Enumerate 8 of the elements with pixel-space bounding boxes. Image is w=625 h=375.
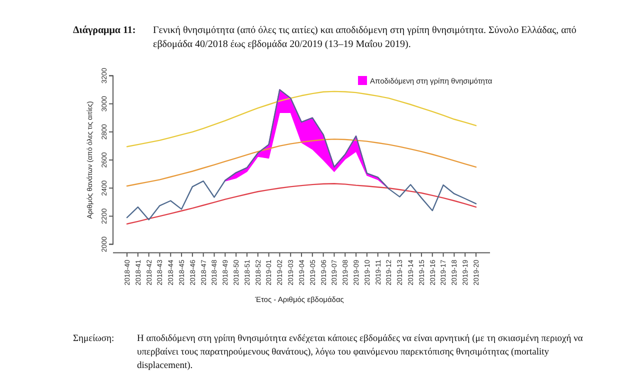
- text: Η αποδιδόμενη στη γρίπη θνησιμότητα ενδέχεται κάποιες εβδομάδες να είναι αρνητική (με τη σκιασμένη περιοχή να υπερβαίνει τους παρατηρούμενους θανάτους), λόγω του φαινόμενου παρεκτόπισης θνησιμότητας (mortality displacement).: [137, 334, 583, 371]
- chart-subtitle: Γενική θνησιμότητα (από όλες τις αιτίες) και αποδιδόμενη στη γρίπη θνησιμότητα. Σύνολο Ελλάδας, από εβδομάδα 40/2018 έως εβδομάδα 20/2019 (13–19 Μαΐου 2019).: [153, 25, 576, 50]
- text: Σημείωση:: [73, 334, 114, 344]
- chart-title: Διάγραμμα 11:: [73, 25, 136, 36]
- line-series: [126, 138, 477, 187]
- line-series: [126, 89, 477, 220]
- line-series: [126, 90, 477, 148]
- line-series: [126, 183, 477, 225]
